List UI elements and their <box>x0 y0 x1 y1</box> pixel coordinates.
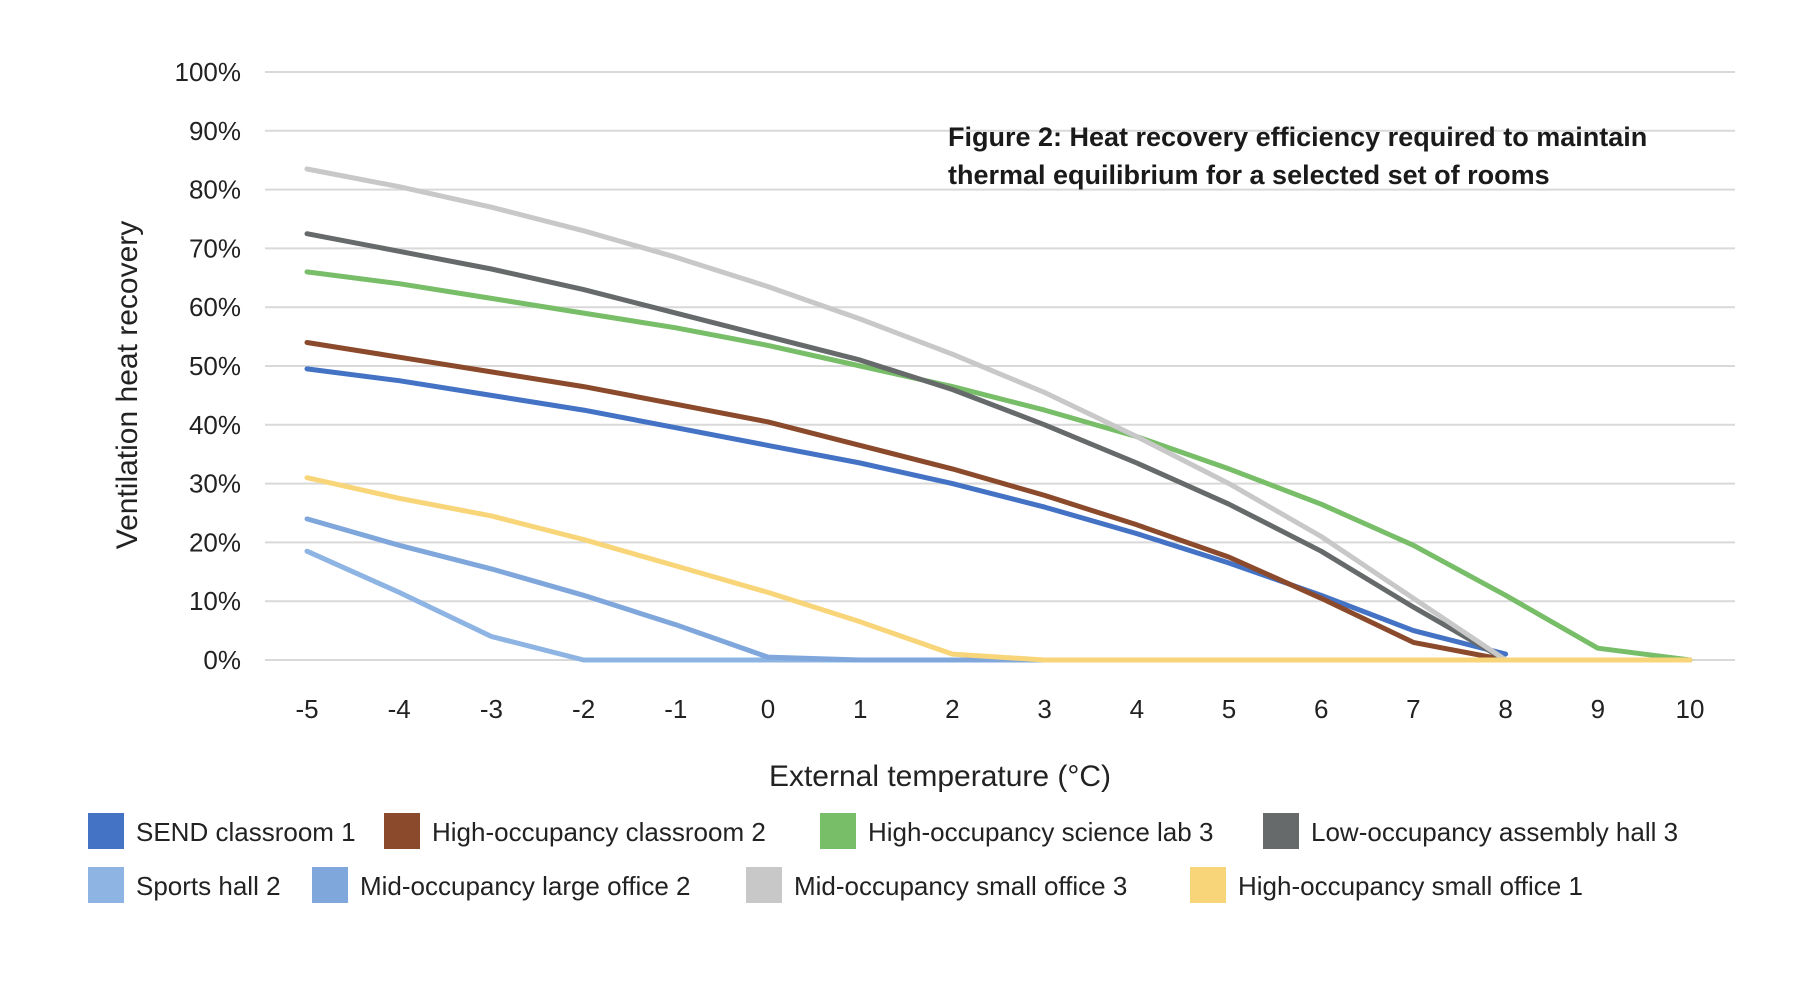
y-axis-label: Ventilation heat recovery <box>111 221 144 550</box>
y-tick-label: 100% <box>175 57 242 87</box>
x-tick-label: 1 <box>853 694 867 724</box>
legend-item: High-occupancy small office 1 <box>1190 867 1583 903</box>
series-line-8 <box>304 475 1693 663</box>
series-line-4 <box>304 231 1509 663</box>
legend-item: High-occupancy science lab 3 <box>820 813 1213 849</box>
legend-item: SEND classroom 1 <box>88 813 356 849</box>
x-tick-label: -3 <box>480 694 503 724</box>
series-lines <box>304 166 1693 663</box>
legend-swatch <box>1263 813 1299 849</box>
x-tick-label: 10 <box>1676 694 1705 724</box>
legend-swatch <box>88 867 124 903</box>
y-tick-label: 20% <box>189 527 241 557</box>
legend-label: SEND classroom 1 <box>136 817 356 847</box>
y-tick-label: 30% <box>189 469 241 499</box>
y-tick-label: 50% <box>189 351 241 381</box>
x-tick-label: 8 <box>1498 694 1512 724</box>
x-tick-label: -1 <box>664 694 687 724</box>
legend-item: Mid-occupancy large office 2 <box>312 867 690 903</box>
series-line-6 <box>304 516 1693 663</box>
y-tick-label: 90% <box>189 116 241 146</box>
legend-item: High-occupancy classroom 2 <box>384 813 766 849</box>
x-tick-label: 5 <box>1222 694 1236 724</box>
x-tick-label: -4 <box>388 694 411 724</box>
x-tick-label: 7 <box>1406 694 1420 724</box>
x-tick-label: 9 <box>1591 694 1605 724</box>
legend-swatch <box>384 813 420 849</box>
y-tick-label: 40% <box>189 410 241 440</box>
x-axis-label: External temperature (°C) <box>769 760 1111 793</box>
legend: SEND classroom 1 High-occupancy classroom… <box>88 813 1678 903</box>
legend-label: Mid-occupancy large office 2 <box>360 871 690 901</box>
legend-swatch <box>1190 867 1226 903</box>
x-tick-label: 4 <box>1130 694 1144 724</box>
legend-item: Sports hall 2 <box>88 867 281 903</box>
x-tick-label: 6 <box>1314 694 1328 724</box>
legend-swatch <box>88 813 124 849</box>
series-line-2 <box>304 340 1509 663</box>
x-tick-label: 0 <box>761 694 775 724</box>
chart-title-line-1: Figure 2: Heat recovery efficiency requi… <box>948 122 1647 152</box>
grid <box>265 71 1735 661</box>
y-tick-label: 60% <box>189 292 241 322</box>
y-tick-label: 70% <box>189 233 241 263</box>
legend-label: High-occupancy small office 1 <box>1238 871 1583 901</box>
legend-label: Mid-occupancy small office 3 <box>794 871 1127 901</box>
x-axis-ticks: -5 -4 -3 -2 -1 0 1 2 3 4 5 6 7 8 9 10 <box>295 694 1704 724</box>
y-tick-label: 80% <box>189 175 241 205</box>
y-axis-ticks: 0% 10% 20% 30% 40% 50% 60% 70% 80% 90% 100% <box>175 57 242 675</box>
legend-item: Low-occupancy assembly hall 3 <box>1263 813 1678 849</box>
series-line-7 <box>304 166 1509 663</box>
chart-title-line-2: thermal equilibrium for a selected set o… <box>948 160 1550 190</box>
legend-swatch <box>746 867 782 903</box>
x-tick-label: 2 <box>945 694 959 724</box>
legend-label: High-occupancy classroom 2 <box>432 817 766 847</box>
legend-label: Low-occupancy assembly hall 3 <box>1311 817 1678 847</box>
y-tick-label: 0% <box>203 645 241 675</box>
x-tick-label: 3 <box>1037 694 1051 724</box>
legend-swatch <box>312 867 348 903</box>
legend-swatch <box>820 813 856 849</box>
legend-label: High-occupancy science lab 3 <box>868 817 1213 847</box>
x-tick-label: -2 <box>572 694 595 724</box>
x-tick-label: -5 <box>295 694 318 724</box>
y-tick-label: 10% <box>189 586 241 616</box>
legend-label: Sports hall 2 <box>136 871 281 901</box>
series-line-3 <box>304 269 1693 663</box>
legend-item: Mid-occupancy small office 3 <box>746 867 1127 903</box>
series-line-1 <box>304 366 1509 657</box>
